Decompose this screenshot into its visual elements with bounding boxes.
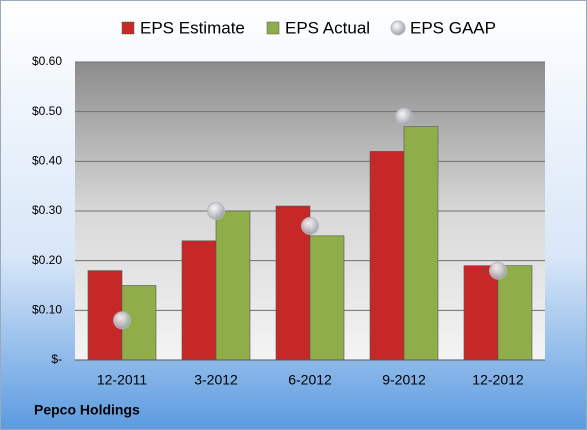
x-tick-label: 3-2012: [194, 372, 238, 388]
marker: [207, 202, 225, 220]
bar: [497, 265, 533, 361]
marker: [113, 311, 131, 330]
y-tick-label: $0.30: [32, 203, 62, 217]
x-tick-label: 9-2012: [382, 372, 426, 388]
y-tick-label: $0.60: [32, 54, 62, 68]
marker: [395, 107, 413, 126]
legend-label: EPS GAAP: [410, 18, 496, 37]
bar: [463, 265, 499, 361]
x-tick-label: 12-2012: [472, 372, 524, 388]
y-tick-label: $-: [51, 352, 62, 366]
y-tick-label: $0.40: [32, 154, 62, 168]
bar: [309, 235, 345, 361]
y-tick-label: $0.50: [32, 104, 62, 118]
y-tick-label: $0.20: [32, 253, 62, 267]
bar: [181, 240, 217, 361]
legend-label: EPS Actual: [285, 18, 370, 37]
x-tick-label: 12-2011: [97, 372, 148, 388]
bar: [403, 126, 439, 361]
x-tick-label: 6-2012: [288, 372, 332, 388]
marker: [301, 216, 319, 235]
legend-swatch: [121, 21, 135, 35]
y-tick-label: $0.10: [32, 303, 62, 317]
marker: [489, 261, 507, 280]
legend-swatch: [390, 20, 406, 36]
legend-swatch: [266, 21, 280, 35]
bar: [215, 210, 251, 361]
legend-label: EPS Estimate: [140, 18, 245, 37]
bar: [369, 151, 405, 361]
footer: Pepco Holdings: [34, 402, 140, 418]
